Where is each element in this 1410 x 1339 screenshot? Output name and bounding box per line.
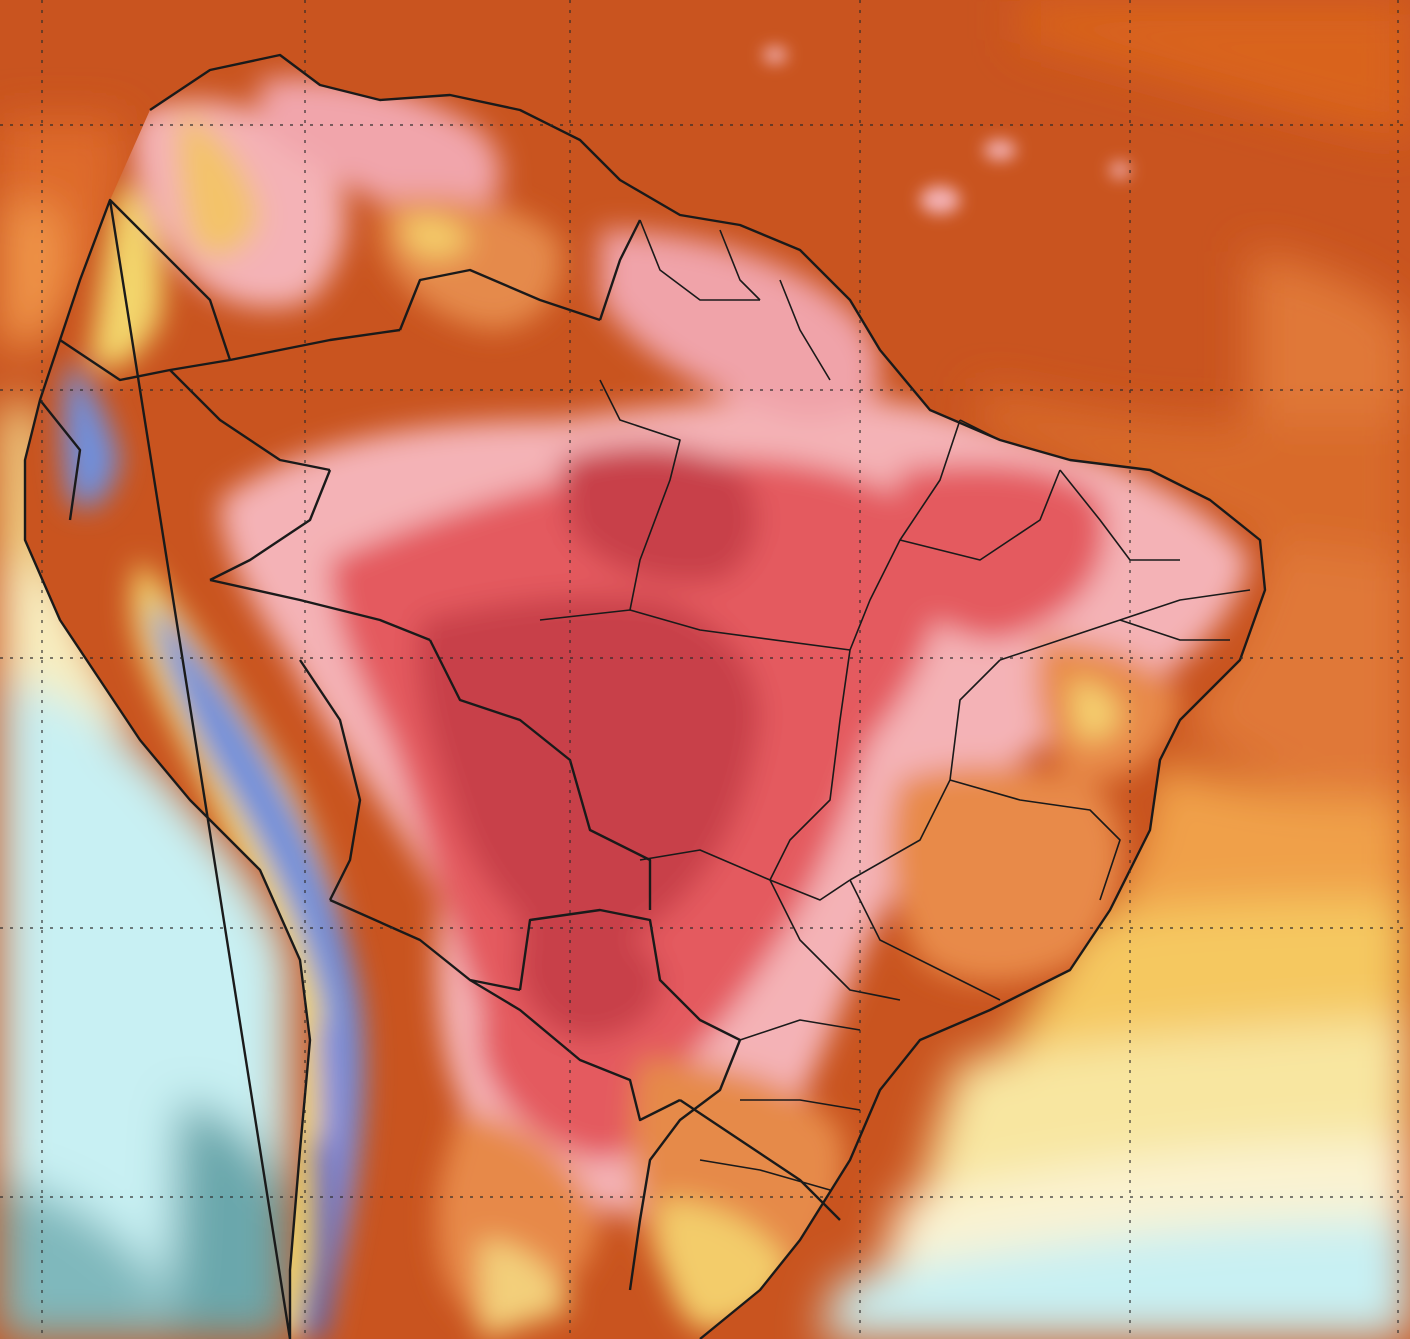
coastline — [23, 53, 1267, 1339]
ocean-specks — [763, 47, 1130, 214]
borders-layer — [23, 53, 1267, 1339]
